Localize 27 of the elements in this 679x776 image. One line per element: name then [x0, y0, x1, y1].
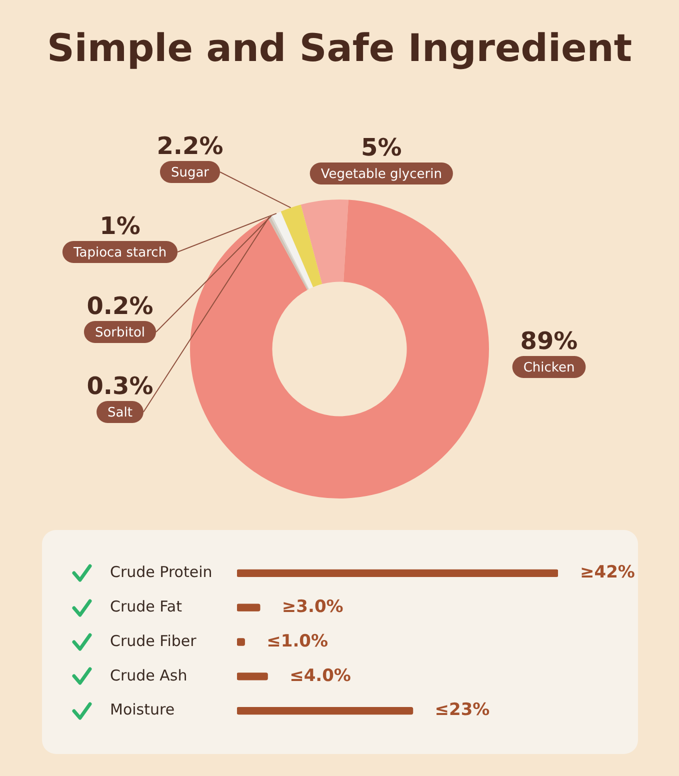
data-label: 0.3%	[86, 372, 154, 400]
data-label: 1%	[100, 212, 140, 240]
y-tick-label: Crude Fiber	[110, 632, 198, 650]
data-label: 0.2%	[86, 292, 154, 320]
data-label: 89%	[520, 327, 578, 355]
bar	[237, 569, 558, 578]
data-label: 2.2%	[156, 132, 224, 160]
y-tick-label: Crude Protein	[110, 563, 212, 582]
slice-label: Sorbitol	[94, 325, 146, 340]
data-label: 5%	[361, 133, 402, 162]
slice-label: Chicken	[523, 360, 575, 376]
slice-label: Vegetable glycerin	[320, 166, 442, 182]
y-tick-label: Crude Ash	[110, 666, 188, 684]
data-label: ≤4.0%	[290, 666, 351, 686]
bar	[237, 706, 414, 715]
bar	[237, 672, 268, 680]
slice-label: Sugar	[170, 165, 210, 180]
bar	[237, 604, 260, 612]
data-label: ≥42%	[580, 562, 635, 583]
chart-title: Simple and Safe Ingredient	[46, 25, 633, 72]
data-label: ≤1.0%	[266, 631, 328, 652]
y-tick-label: Moisture	[110, 700, 175, 719]
data-label: ≤23%	[434, 700, 490, 720]
slice-label: Salt	[108, 405, 132, 420]
slice-label: Tapioca starch	[72, 245, 167, 260]
data-label: ≥3.0%	[282, 597, 344, 618]
y-tick-label: Crude Fat	[110, 597, 182, 616]
